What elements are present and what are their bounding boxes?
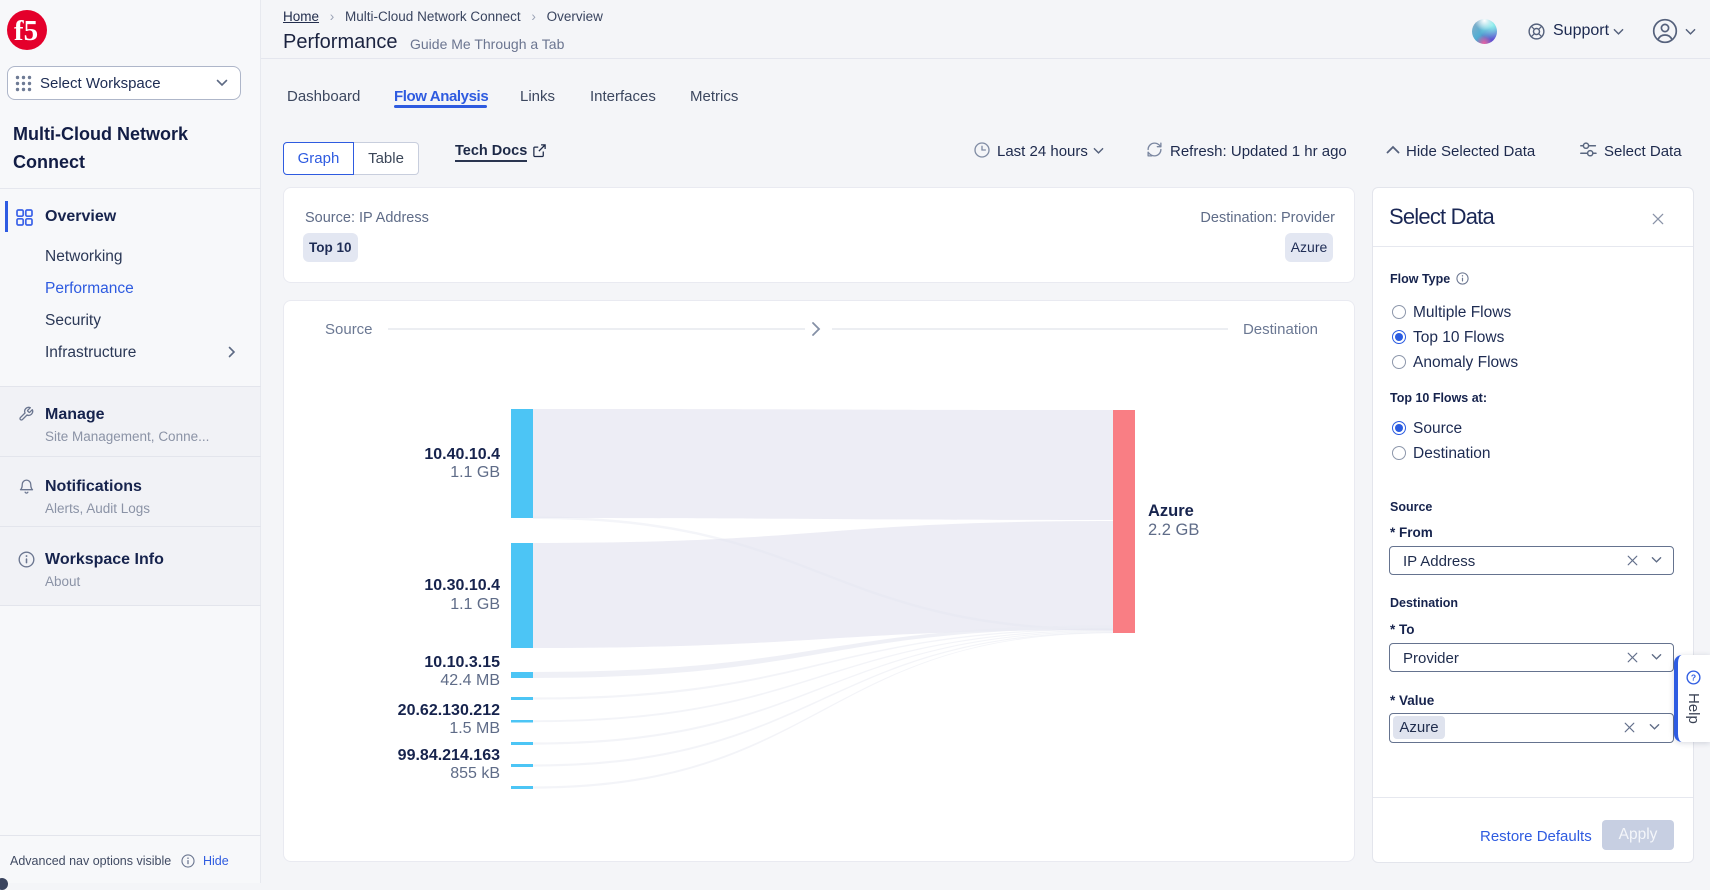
svg-text:?: ? [1691, 673, 1696, 683]
svg-text:f5: f5 [14, 15, 38, 47]
svg-text:Source: Source [325, 321, 373, 338]
svg-text:Destination: Destination [1243, 321, 1318, 338]
